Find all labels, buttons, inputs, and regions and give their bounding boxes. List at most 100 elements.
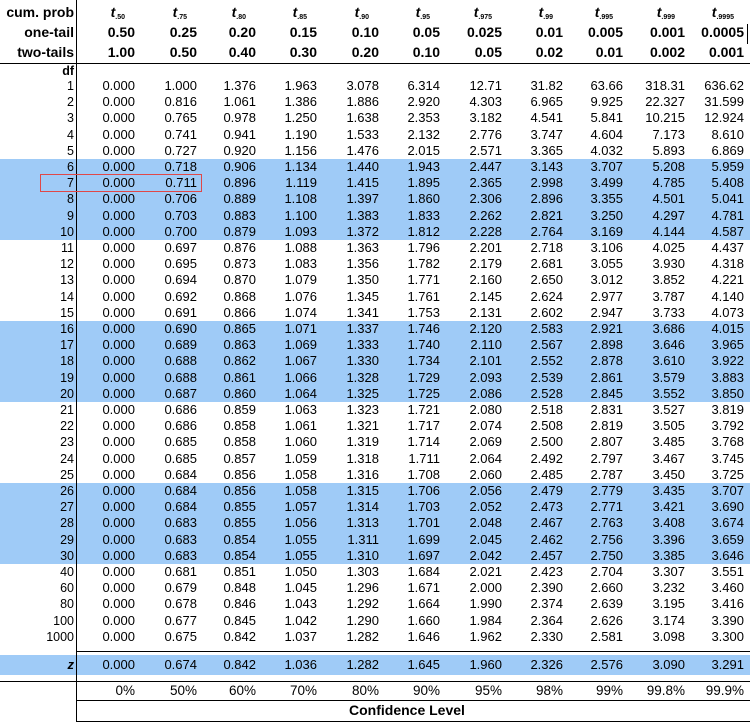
critical-value: 3.396: [652, 531, 685, 547]
critical-value: 0.858: [223, 418, 256, 434]
z-row: z 0.000 0.674 0.842 1.036 1.282 1.645 1.960 2.32…: [0, 655, 750, 675]
critical-value: 0.000: [102, 612, 135, 628]
df-value: 6: [67, 160, 74, 174]
critical-value: 0.000: [102, 94, 135, 110]
critical-value: 1.860: [407, 191, 440, 207]
df-value: 24: [60, 451, 74, 466]
critical-value: 3.745: [711, 450, 744, 466]
critical-value: 0.000: [102, 126, 135, 142]
df-value: 30: [60, 548, 74, 563]
critical-value: 0.000: [102, 402, 135, 417]
critical-value: 4.781: [711, 207, 744, 223]
df-value: 100: [53, 613, 74, 628]
critical-value: 1.316: [346, 466, 379, 482]
critical-value: 4.144: [652, 223, 685, 239]
critical-value: 0.848: [223, 580, 256, 596]
critical-value: 2.718: [530, 240, 563, 255]
critical-value: 1.067: [284, 353, 317, 369]
critical-value: 0.854: [223, 547, 256, 563]
critical-value: 2.518: [530, 402, 563, 417]
critical-value: 0.683: [164, 531, 197, 547]
critical-value: 2.306: [469, 191, 502, 207]
critical-value: 2.581: [590, 628, 623, 644]
critical-value: 4.587: [711, 223, 744, 239]
critical-value: 1.319: [346, 434, 379, 450]
critical-value: 3.012: [590, 272, 623, 288]
one-tail-value: 0.0005: [701, 24, 744, 40]
df-value: 9: [67, 208, 74, 223]
critical-value: 1.740: [407, 337, 440, 353]
critical-value: 3.355: [590, 191, 623, 207]
critical-value: 5.841: [590, 110, 623, 126]
critical-value: 2.086: [469, 385, 502, 401]
critical-value: 1.761: [407, 288, 440, 304]
critical-value: 2.262: [469, 207, 502, 223]
t-subscript-header: t.999: [656, 4, 675, 21]
critical-value: 0.860: [223, 385, 256, 401]
critical-value: 9.925: [590, 94, 623, 110]
critical-value: 0.695: [164, 256, 197, 272]
critical-value: 0.000: [102, 628, 135, 644]
critical-value: 2.110: [470, 337, 502, 353]
critical-value: 3.747: [530, 126, 563, 142]
z-value: 3.291: [711, 657, 744, 672]
critical-value: 3.499: [590, 175, 623, 191]
df-value: 14: [60, 289, 74, 304]
critical-value: 0.873: [223, 256, 256, 272]
critical-value: 2.831: [590, 402, 623, 417]
critical-value: 0.000: [102, 175, 135, 191]
critical-value: 3.725: [711, 466, 744, 482]
critical-value: 22.327: [645, 94, 685, 110]
critical-value: 1.323: [346, 402, 379, 417]
critical-value: 3.768: [711, 434, 744, 450]
critical-value: 0.690: [164, 321, 197, 336]
critical-value: 2.064: [469, 450, 502, 466]
table-row: 80 0.000 0.678 0.846 1.043 1.292 1.664 1.990 2.3…: [0, 596, 750, 612]
table-row: 5 0.000 0.727 0.920 1.156 1.476 2.015 2.571 3.36…: [0, 143, 750, 159]
t-subscript-header: t.995: [594, 4, 613, 21]
df-value: 20: [60, 386, 74, 401]
critical-value: 0.683: [164, 515, 197, 531]
critical-value: 0.854: [223, 531, 256, 547]
t-subscript-header: t.95: [415, 4, 430, 21]
critical-value: 0.684: [164, 466, 197, 482]
critical-value: 1.043: [284, 596, 317, 612]
critical-value: 1.328: [346, 369, 379, 385]
critical-value: 1.725: [407, 385, 440, 401]
critical-value: 6.965: [530, 94, 563, 110]
critical-value: 2.492: [530, 450, 563, 466]
critical-value: 1.061: [223, 94, 256, 110]
critical-value: 3.646: [711, 547, 744, 563]
t-subscript-header: t.99: [538, 4, 553, 21]
critical-value: 1.050: [284, 564, 317, 579]
critical-value: 0.000: [102, 434, 135, 450]
critical-value: 0.876: [223, 240, 256, 255]
critical-value: 1.311: [347, 531, 379, 547]
critical-value: 0.684: [164, 499, 197, 515]
critical-value: 1.292: [346, 596, 379, 612]
critical-value: 0.000: [102, 110, 135, 126]
critical-value: 3.505: [652, 418, 685, 434]
table-row: 15 0.000 0.691 0.866 1.074 1.341 1.753 2.131 2.6…: [0, 305, 750, 321]
critical-value: 0.000: [102, 353, 135, 369]
critical-value: 1.303: [346, 564, 379, 579]
critical-value: 0.000: [102, 207, 135, 223]
t-subscript-header: t.85: [292, 4, 307, 21]
critical-value: 3.169: [590, 223, 623, 239]
critical-value: 1.664: [407, 596, 440, 612]
critical-value: 2.000: [469, 580, 502, 596]
critical-value: 2.528: [530, 385, 563, 401]
cum-prob-label: cum. prob: [6, 4, 74, 20]
critical-value: 1.376: [223, 78, 256, 93]
critical-value: 4.501: [652, 191, 685, 207]
df-value: 1000: [46, 629, 74, 644]
one-tail-value: 0.10: [351, 24, 379, 40]
two-tails-label: two-tails: [17, 44, 74, 60]
critical-value: 1.717: [407, 418, 440, 434]
critical-value: 5.208: [652, 159, 685, 174]
critical-value: 6.314: [407, 78, 440, 93]
critical-value: 0.000: [102, 142, 135, 158]
critical-value: 0.883: [223, 207, 256, 223]
critical-value: 3.300: [711, 628, 744, 644]
critical-value: 2.797: [590, 450, 623, 466]
